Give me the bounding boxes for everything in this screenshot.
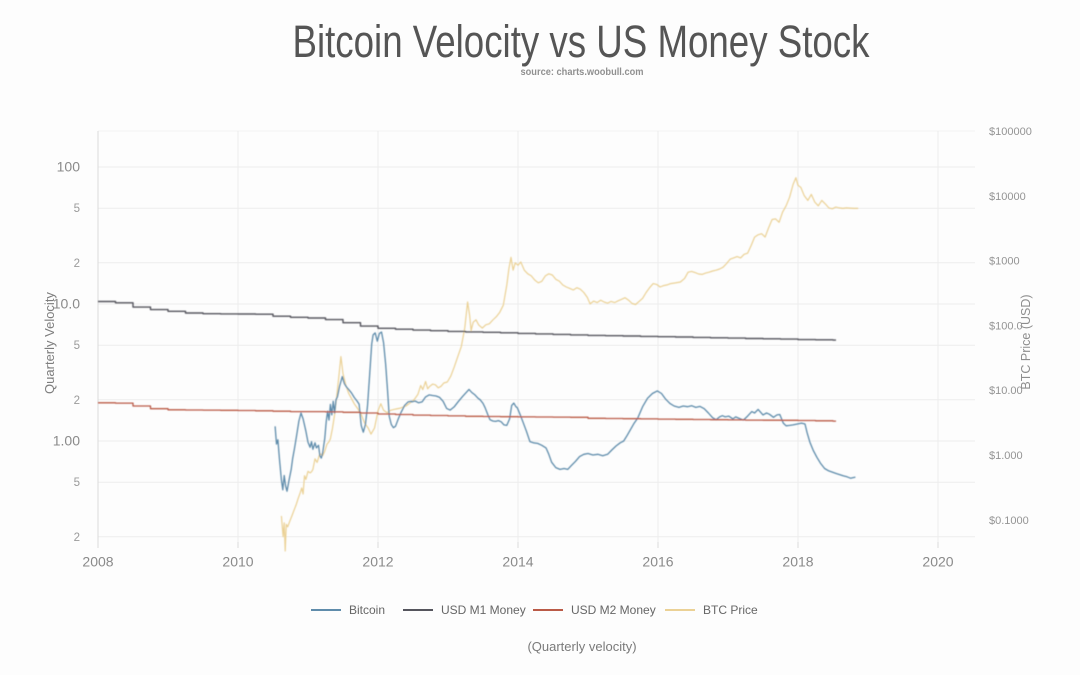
svg-text:BTC Price (USD): BTC Price (USD) xyxy=(1019,294,1033,389)
svg-text:BTC Price: BTC Price xyxy=(703,603,758,617)
svg-text:$0.1000: $0.1000 xyxy=(989,515,1029,527)
svg-text:$10.00: $10.00 xyxy=(989,385,1023,397)
svg-text:2020: 2020 xyxy=(922,554,953,570)
svg-text:source: charts.woobull.com: source: charts.woobull.com xyxy=(521,66,644,78)
svg-text:1.00: 1.00 xyxy=(53,433,80,449)
svg-text:2: 2 xyxy=(74,395,80,407)
svg-text:$10000: $10000 xyxy=(989,191,1026,203)
svg-text:USD M2 Money: USD M2 Money xyxy=(571,603,656,617)
svg-text:5: 5 xyxy=(74,203,80,215)
svg-text:5: 5 xyxy=(74,340,80,352)
svg-text:$1.000: $1.000 xyxy=(989,450,1023,462)
svg-text:Bitcoin Velocity vs US Money S: Bitcoin Velocity vs US Money Stock xyxy=(293,16,870,67)
svg-text:2010: 2010 xyxy=(222,554,253,570)
svg-text:2018: 2018 xyxy=(782,554,813,570)
svg-text:100: 100 xyxy=(57,159,81,175)
svg-text:(Quarterly velocity): (Quarterly velocity) xyxy=(527,639,636,654)
svg-text:$100000: $100000 xyxy=(989,126,1032,138)
svg-text:2012: 2012 xyxy=(362,554,393,570)
svg-text:2008: 2008 xyxy=(82,554,113,570)
svg-text:2014: 2014 xyxy=(502,554,533,570)
svg-text:2016: 2016 xyxy=(642,554,673,570)
svg-text:2: 2 xyxy=(74,258,80,270)
svg-text:USD M1 Money: USD M1 Money xyxy=(441,603,526,617)
svg-text:10.0: 10.0 xyxy=(53,296,80,312)
svg-text:5: 5 xyxy=(74,477,80,489)
svg-text:$1000: $1000 xyxy=(989,256,1020,268)
svg-text:Quarterly Velocity: Quarterly Velocity xyxy=(42,292,57,394)
svg-text:Bitcoin: Bitcoin xyxy=(349,603,385,617)
svg-text:2: 2 xyxy=(74,532,80,544)
svg-text:$100.0: $100.0 xyxy=(989,320,1023,332)
